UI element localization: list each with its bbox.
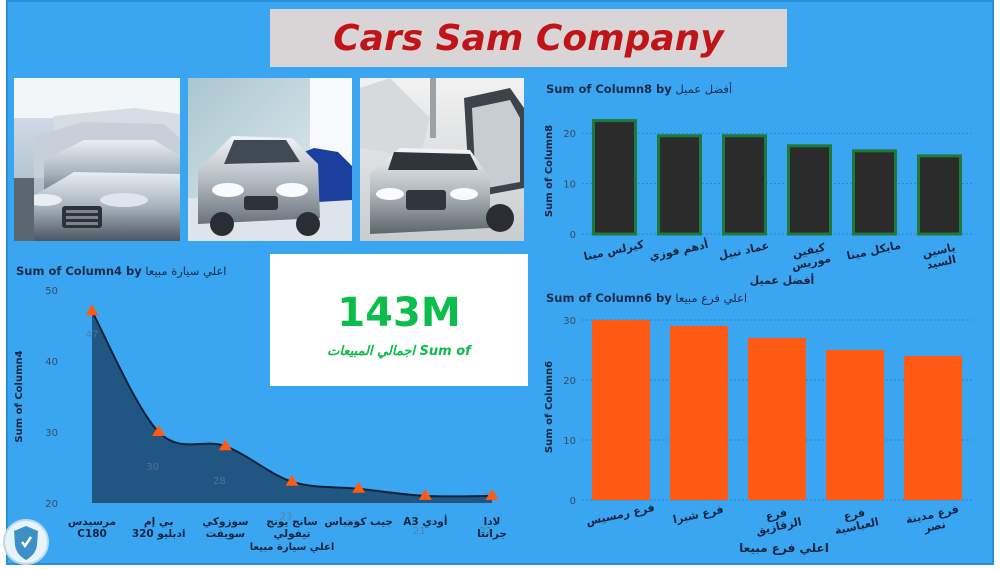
top-branch-bar bbox=[826, 350, 884, 500]
top-branch-bar bbox=[592, 320, 650, 500]
top-car-data-label: 23 bbox=[280, 512, 293, 523]
best-customer-x-tick-label: ياسينالسيد bbox=[921, 241, 959, 272]
best-customer-bar bbox=[852, 149, 897, 236]
top-car-point-marker bbox=[152, 425, 166, 436]
best-customer-chart: 0 10 20 كيرلس مينا أدهم فوزي عماد نبيل كيفينمو… bbox=[544, 119, 972, 287]
top-car-point-marker bbox=[85, 304, 99, 316]
kpi-label: اجمالي المبيعات Sum of bbox=[327, 344, 471, 359]
top-car-x-tick-label: جيب كومباس bbox=[324, 516, 393, 528]
shield-logo-icon bbox=[3, 519, 49, 565]
top-car-x-tick-label: A3 أودي bbox=[403, 514, 447, 528]
top-car-y-axis-title: Sum of Column4 bbox=[14, 350, 25, 442]
best-customer-y-tick-label: 20 bbox=[563, 129, 576, 140]
top-branch-chart-title: Sum of Column6 by اعلي فرع مبيعا bbox=[546, 291, 748, 305]
top-car-point-marker bbox=[352, 481, 366, 493]
best-customer-bar bbox=[917, 154, 962, 236]
best-customer-x-tick-label: كيفينموريس bbox=[788, 240, 832, 273]
top-car-data-label: 28 bbox=[213, 476, 226, 487]
top-car-y-tick-label: 50 bbox=[45, 286, 58, 297]
top-car-point-marker bbox=[218, 439, 232, 451]
top-branch-x-tick-label: فرع شبرا bbox=[672, 503, 725, 526]
top-car-point-marker bbox=[418, 488, 432, 500]
kpi-value: 143M bbox=[337, 290, 461, 336]
kpi-card: 143M اجمالي المبيعات Sum of bbox=[270, 254, 528, 386]
best-customer-y-axis-title: Sum of Column8 bbox=[544, 125, 555, 217]
best-customer-bar bbox=[787, 144, 832, 236]
top-car-chart-title: Sum of Column4 by اعلي سيارة مبيعا bbox=[16, 264, 227, 278]
top-car-data-label: 21 bbox=[480, 526, 493, 537]
mercedes-lineup-photo bbox=[14, 78, 180, 241]
top-car-data-label: 22 bbox=[346, 519, 359, 530]
best-customer-x-tick-label: أدهم فوزي bbox=[648, 237, 710, 263]
top-branch-x-tick-label: فرع مدينةنصر bbox=[905, 503, 963, 539]
top-car-x-tick-label: مرسيدس C180 bbox=[68, 516, 116, 540]
top-car-chart: 20 30 40 50 47 30 28 23 22 21 21 مرسيدس C180 بي إم دبل… bbox=[14, 286, 507, 553]
top-branch-chart: 0 10 20 30 فرع رمسيس فرع شبرا فرعالزقازيق فرعال… bbox=[544, 316, 972, 555]
top-branch-x-tick-label: فرعالعباسية bbox=[831, 504, 880, 538]
page-title: Cars Sam Company bbox=[333, 17, 724, 59]
top-car-point-marker bbox=[285, 474, 299, 486]
top-branch-y-tick-label: 10 bbox=[563, 436, 576, 447]
top-branch-y-tick-label: 0 bbox=[570, 496, 576, 507]
top-car-x-tick-label: سانج يونج تيفولي bbox=[266, 516, 317, 540]
top-branch-bar bbox=[748, 338, 806, 500]
title-banner: Cars Sam Company bbox=[270, 9, 787, 67]
top-branch-y-tick-label: 30 bbox=[563, 316, 576, 327]
best-customer-y-tick-label: 0 bbox=[570, 230, 576, 241]
top-car-y-tick-label: 30 bbox=[45, 428, 58, 439]
top-branch-y-axis-title: Sum of Column6 bbox=[544, 361, 555, 453]
best-customer-x-tick-label: كيرلس مينا bbox=[583, 238, 646, 264]
best-customer-x-tick-label: عماد نبيل bbox=[717, 239, 770, 262]
top-car-point-marker bbox=[485, 488, 499, 500]
open-doors-car-photo bbox=[360, 78, 524, 241]
best-customer-bar bbox=[722, 134, 767, 236]
top-branch-x-axis-title: اعلي فرع مبيعا bbox=[739, 541, 829, 555]
top-car-y-tick-label: 20 bbox=[45, 499, 58, 510]
best-customer-x-tick-label: مايكل مينا bbox=[845, 238, 902, 262]
best-customer-bar bbox=[657, 134, 702, 236]
silver-sports-car-photo bbox=[188, 78, 352, 241]
top-car-x-tick-label: سوزوكي سويفت bbox=[202, 516, 248, 540]
best-customer-x-axis-title: أفضل عميل bbox=[750, 273, 815, 287]
best-customer-y-tick-label: 10 bbox=[563, 180, 576, 191]
top-car-data-label: 47 bbox=[86, 329, 99, 340]
top-branch-bar bbox=[670, 326, 728, 500]
top-branch-bar bbox=[904, 356, 962, 500]
top-car-area bbox=[92, 311, 492, 503]
top-car-x-axis-title: اعلي سيارة مبيعا bbox=[250, 542, 335, 553]
top-branch-x-tick-label: فرعالزقازيق bbox=[752, 503, 803, 537]
best-customer-chart-title: Sum of Column8 by أفضل عميل bbox=[546, 82, 733, 96]
top-car-data-label: 30 bbox=[146, 462, 159, 473]
top-car-y-tick-label: 40 bbox=[45, 357, 58, 368]
top-car-x-tick-label: بي إم دبليو 320i bbox=[132, 516, 186, 540]
top-car-data-label: 21 bbox=[413, 526, 426, 537]
top-branch-y-tick-label: 20 bbox=[563, 376, 576, 387]
best-customer-bar bbox=[592, 119, 637, 236]
top-branch-x-tick-label: فرع رمسيس bbox=[585, 501, 656, 528]
top-car-x-tick-label: لادا جرانتا bbox=[477, 516, 507, 540]
